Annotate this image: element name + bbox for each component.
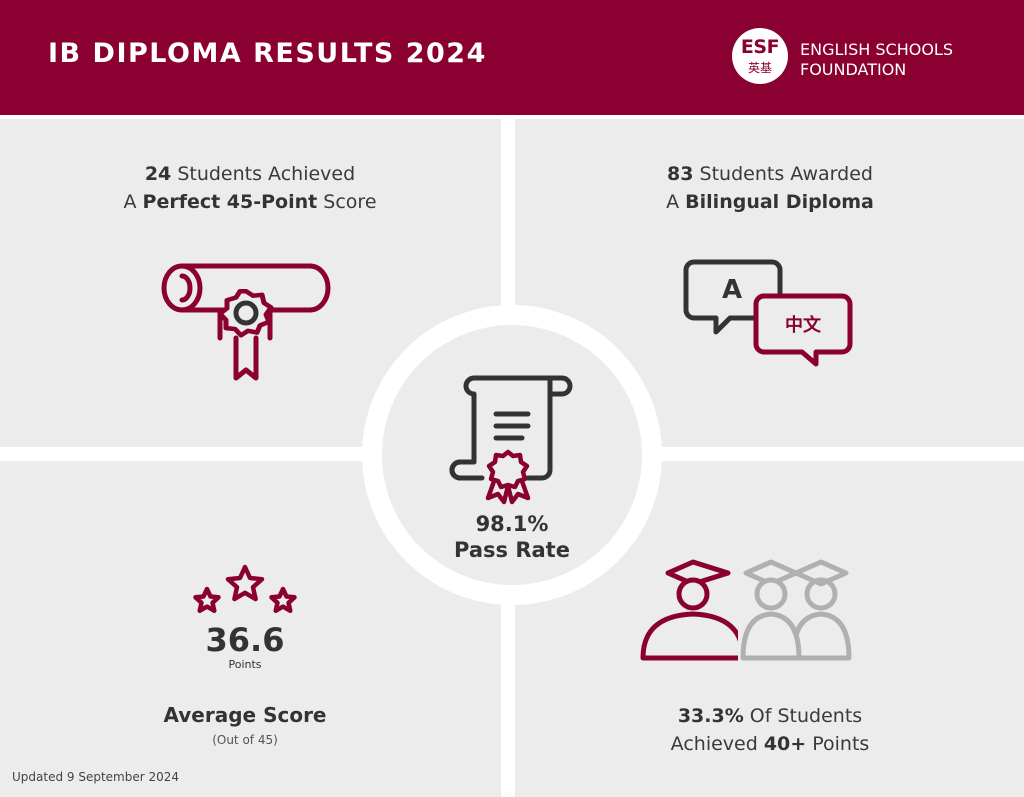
graduates-group-icon	[640, 559, 852, 661]
bubble-chinese-text: 中文	[785, 314, 822, 336]
average-score-value: 36.6	[205, 621, 285, 659]
graduate-highlighted	[640, 559, 738, 661]
perfect-score-caption: 24 Students Achieved A Perfect 45-Point …	[60, 160, 440, 216]
forty-plus-caption: 33.3% Of Students Achieved 40+ Points	[580, 702, 960, 758]
logo-circle	[732, 28, 788, 84]
bubble-latin-letter: A	[722, 275, 742, 305]
average-score-unit: Points	[228, 658, 262, 671]
certificate-scroll-icon	[449, 375, 573, 505]
perfect-score-line2-prefix: A	[123, 191, 143, 213]
forty-plus-line1: Of Students	[743, 705, 863, 727]
logo-name-line1: ENGLISH SCHOOLS	[800, 40, 953, 59]
bilingual-line2-bold: Bilingual Diploma	[685, 191, 874, 213]
perfect-score-line2-rest: Score	[317, 191, 377, 213]
header-banner: IB DIPLOMA RESULTS 2024 ESF 英基 ENGLISH S…	[0, 0, 1024, 115]
bilingual-count: 83	[667, 163, 694, 185]
pass-rate-value: 98.1%	[475, 512, 549, 536]
graduate-grey-3	[790, 559, 852, 661]
forty-plus-line2-prefix: Achieved	[670, 733, 764, 755]
three-stars-icon	[193, 564, 297, 614]
perfect-score-line2-bold: Perfect 45-Point	[142, 191, 318, 213]
bilingual-line2-prefix: A	[666, 191, 686, 213]
esf-logo: ESF 英基 ENGLISH SCHOOLS FOUNDATION	[732, 28, 992, 88]
diploma-scroll-rosette-icon	[161, 263, 331, 381]
graduate-grey-2	[740, 559, 802, 661]
page-title: IB DIPLOMA RESULTS 2024	[48, 38, 487, 69]
pass-rate-label: Pass Rate	[454, 538, 570, 562]
average-score-label: Average Score	[163, 703, 327, 727]
perfect-score-count: 24	[144, 163, 172, 185]
average-score-sub: (Out of 45)	[212, 733, 278, 747]
logo-name-line2: FOUNDATION	[800, 60, 907, 79]
forty-plus-line2-bold: 40+	[763, 733, 807, 755]
updated-date: Updated 9 September 2024	[12, 770, 180, 784]
perfect-score-line1: Students Achieved	[171, 163, 356, 185]
logo-mark: ESF	[740, 36, 780, 58]
forty-plus-percent: 33.3%	[677, 705, 744, 727]
bilingual-caption: 83 Students Awarded A Bilingual Diploma	[580, 160, 960, 216]
logo-mark-chinese: 英基	[747, 61, 772, 75]
speech-bubbles-translation-icon: A 中文	[683, 259, 853, 367]
bilingual-line1: Students Awarded	[693, 163, 873, 185]
forty-plus-line2-rest: Points	[806, 733, 870, 755]
